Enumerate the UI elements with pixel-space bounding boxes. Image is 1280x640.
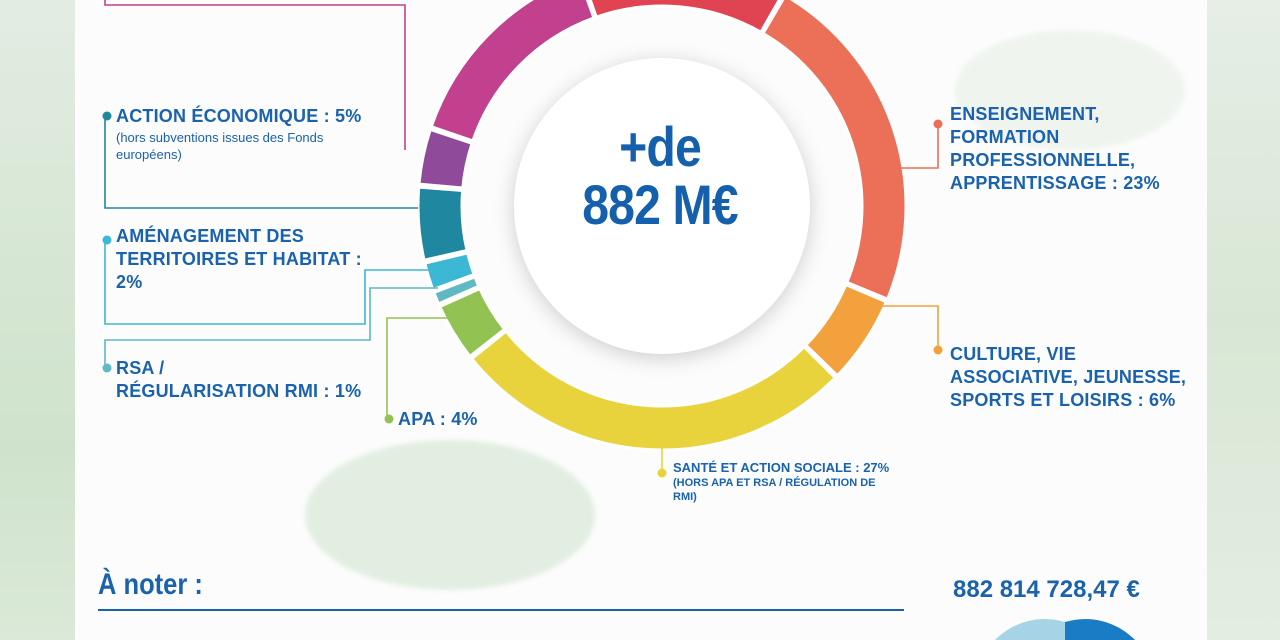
leader-dot-action-eco [102, 111, 112, 121]
center-line-1: +de [619, 115, 702, 178]
donut-slice-8 [429, 0, 596, 143]
donut-slices [416, 0, 908, 452]
donut-slice-9 [588, 0, 781, 35]
leader-lines [102, 0, 943, 478]
watercolor-wash [955, 30, 1185, 150]
background-right [1207, 0, 1280, 640]
leader-dot-enseignement [933, 119, 943, 129]
leader-line-apa [386, 317, 455, 418]
leader-line-rsa [104, 287, 438, 368]
leader-dot-amenagement [102, 235, 112, 245]
leader-dot-culture [933, 345, 943, 355]
content-panel [75, 0, 1207, 640]
leader-line-culture [880, 305, 939, 348]
note-action-eco: (hors subventions issues des Fonds europ… [116, 130, 324, 162]
leader-line-enseignement [898, 126, 939, 169]
donut-slice-5 [422, 251, 477, 292]
leader-dot-rsa [102, 363, 112, 373]
label-sante: SANTÉ ET ACTION SOCIALE : 27% [673, 460, 890, 475]
donut-slice-3 [437, 286, 507, 359]
leader-dot-sante [657, 468, 667, 478]
label-enseignement: ENSEIGNEMENT, FORMATION PROFESSIONNELLE,… [950, 104, 1160, 193]
label-action-eco: ACTION ÉCONOMIQUE : 5% [116, 106, 362, 126]
note-sante: (HORS APA ET RSA / RÉGULATION DE RMI) [673, 477, 876, 503]
donut-slice-7 [417, 127, 474, 190]
label-rsa: RSA / RÉGULARISATION RMI : 1% [116, 358, 362, 401]
leader-dot-apa [384, 414, 394, 424]
donut-center-text: +de 882 M€ [540, 118, 781, 234]
donut-slice-1 [803, 282, 889, 378]
note-heading: À noter : [98, 568, 203, 601]
label-amenagement: AMÉNAGEMENT DES TERRITOIRES ET HABITAT :… [116, 226, 362, 292]
leader-line-action-eco [104, 116, 418, 209]
donut-center [514, 58, 810, 354]
total-amount: 882 814 728,47 € [953, 576, 1140, 603]
note-rule [98, 609, 904, 611]
donut-slice-0 [761, 0, 908, 302]
donut-slice-2 [469, 329, 838, 452]
donut-slice-4 [431, 274, 481, 306]
leader-line-top [104, 0, 406, 150]
label-culture: CULTURE, VIE ASSOCIATIVE, JEUNESSE, SPOR… [950, 344, 1187, 410]
background-left [0, 0, 75, 640]
donut-slice-6 [416, 185, 469, 263]
leader-line-amenagement [104, 240, 432, 325]
center-line-2: 882 M€ [582, 173, 738, 236]
label-apa: APA : 4% [398, 409, 478, 429]
watercolor-wash [305, 440, 595, 590]
